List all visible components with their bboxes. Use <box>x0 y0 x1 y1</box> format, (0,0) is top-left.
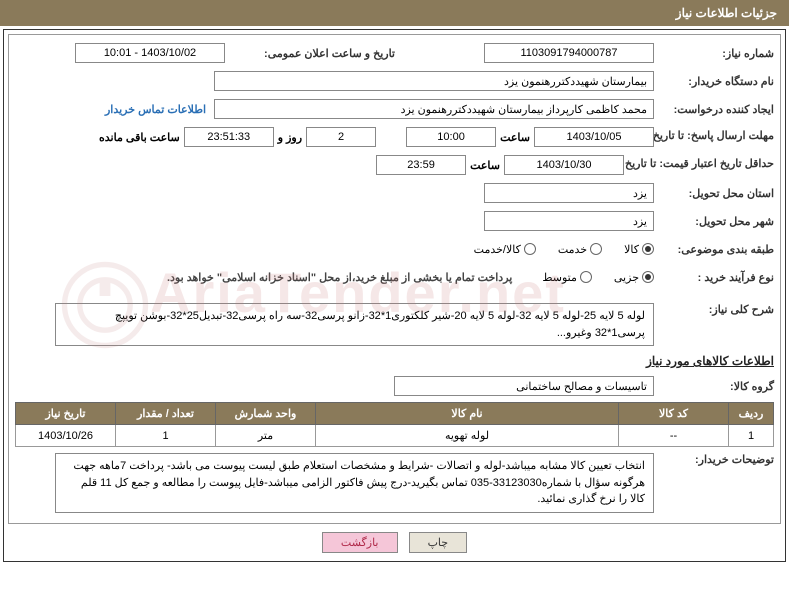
field-requester[interactable] <box>214 99 654 119</box>
radio-group-subject: کالا خدمت کالا/خدمت <box>456 243 654 256</box>
radio-label: متوسط <box>542 271 577 284</box>
field-delivery-province[interactable] <box>484 183 654 203</box>
process-note: پرداخت تمام یا بخشی از مبلغ خرید،از محل … <box>167 271 512 284</box>
label-announce: تاریخ و ساعت اعلان عمومی: <box>225 47 395 60</box>
label-hour-1: ساعت <box>496 131 534 144</box>
section-goods-info: اطلاعات کالاهای مورد نیاز <box>15 354 774 368</box>
col-qty: تعداد / مقدار <box>116 403 216 425</box>
radio-label: جزیی <box>614 271 639 284</box>
contact-buyer-link[interactable]: اطلاعات تماس خریدار <box>105 103 206 116</box>
field-general-desc[interactable]: لوله 5 لایه 25-لوله 5 لایه 32-لوله 5 لای… <box>55 303 654 346</box>
radio-dot-icon <box>642 271 654 283</box>
label-purchase-process: نوع فرآیند خرید : <box>654 271 774 284</box>
radio-dot-icon <box>524 243 536 255</box>
label-days-and: روز و <box>274 131 306 144</box>
field-announce[interactable] <box>75 43 225 63</box>
radio-dot-icon <box>590 243 602 255</box>
col-name: نام کالا <box>316 403 619 425</box>
row-general-desc: شرح کلی نیاز: لوله 5 لایه 25-لوله 5 لایه… <box>15 303 774 346</box>
row-delivery-city: شهر محل تحویل: <box>15 209 774 233</box>
cell-idx: 1 <box>729 425 774 447</box>
cell-code: -- <box>619 425 729 447</box>
col-unit: واحد شمارش <box>216 403 316 425</box>
field-delivery-city[interactable] <box>484 211 654 231</box>
cell-qty: 1 <box>116 425 216 447</box>
field-buyer-org[interactable] <box>214 71 654 91</box>
row-goods-group: گروه کالا: <box>15 374 774 398</box>
goods-table: ردیف کد کالا نام کالا واحد شمارش تعداد /… <box>15 402 774 447</box>
field-countdown[interactable] <box>184 127 274 147</box>
radio-subject-both[interactable]: کالا/خدمت <box>474 243 536 256</box>
outer-container: شماره نیاز: تاریخ و ساعت اعلان عمومی: نا… <box>3 29 786 562</box>
row-price-validity: حداقل تاریخ اعتبار قیمت: تا تاریخ: ساعت <box>15 153 774 177</box>
radio-subject-goods[interactable]: کالا <box>624 243 654 256</box>
label-buyer-notes: توضیحات خریدار: <box>654 453 774 466</box>
radio-process-medium[interactable]: متوسط <box>542 271 592 284</box>
table-header-row: ردیف کد کالا نام کالا واحد شمارش تعداد /… <box>16 403 774 425</box>
field-response-date[interactable] <box>534 127 654 147</box>
label-subject-class: طبقه بندی موضوعی: <box>654 243 774 256</box>
cell-unit: متر <box>216 425 316 447</box>
row-requester: ایجاد کننده درخواست: اطلاعات تماس خریدار <box>15 97 774 121</box>
print-button[interactable]: چاپ <box>409 532 468 553</box>
row-buyer-org: نام دستگاه خریدار: <box>15 69 774 93</box>
radio-label: کالا <box>624 243 639 256</box>
row-purchase-process: نوع فرآیند خرید : جزیی متوسط پرداخت تمام… <box>15 265 774 289</box>
radio-label: کالا/خدمت <box>474 243 521 256</box>
row-buyer-notes: توضیحات خریدار: انتخاب تعیین کالا مشابه … <box>15 453 774 513</box>
page-title: جزئیات اطلاعات نیاز <box>676 6 777 20</box>
label-requester: ایجاد کننده درخواست: <box>654 103 774 116</box>
field-price-validity-date[interactable] <box>504 155 624 175</box>
label-need-number: شماره نیاز: <box>654 47 774 60</box>
back-button[interactable]: بازگشت <box>322 532 398 553</box>
field-price-validity-time[interactable] <box>376 155 466 175</box>
label-goods-group: گروه کالا: <box>654 380 774 393</box>
label-buyer-org: نام دستگاه خریدار: <box>654 75 774 88</box>
field-buyer-notes[interactable]: انتخاب تعیین کالا مشابه میباشد-لوله و ات… <box>55 453 654 513</box>
label-general-desc: شرح کلی نیاز: <box>654 303 774 316</box>
label-response-deadline: مهلت ارسال پاسخ: تا تاریخ: <box>654 130 774 143</box>
row-delivery-province: استان محل تحویل: <box>15 181 774 205</box>
cell-name: لوله تهویه <box>316 425 619 447</box>
radio-subject-service[interactable]: خدمت <box>558 243 602 256</box>
page-header: جزئیات اطلاعات نیاز <box>0 0 789 26</box>
radio-process-minor[interactable]: جزیی <box>614 271 654 284</box>
radio-dot-icon <box>580 271 592 283</box>
col-date: تاریخ نیاز <box>16 403 116 425</box>
table-row[interactable]: 1 -- لوله تهویه متر 1 1403/10/26 <box>16 425 774 447</box>
label-delivery-province: استان محل تحویل: <box>654 187 774 200</box>
label-delivery-city: شهر محل تحویل: <box>654 215 774 228</box>
label-hours-remaining: ساعت باقی مانده <box>95 131 184 144</box>
row-need-number: شماره نیاز: تاریخ و ساعت اعلان عمومی: <box>15 41 774 65</box>
field-response-time[interactable] <box>406 127 496 147</box>
label-price-validity: حداقل تاریخ اعتبار قیمت: تا تاریخ: <box>624 158 774 171</box>
col-code: کد کالا <box>619 403 729 425</box>
radio-dot-icon <box>642 243 654 255</box>
footer-buttons: چاپ بازگشت <box>8 524 781 557</box>
main-panel: شماره نیاز: تاریخ و ساعت اعلان عمومی: نا… <box>8 34 781 524</box>
field-need-number[interactable] <box>484 43 654 63</box>
row-subject-class: طبقه بندی موضوعی: کالا خدمت کالا/خدمت <box>15 237 774 261</box>
radio-group-process: جزیی متوسط <box>524 271 654 284</box>
radio-label: خدمت <box>558 243 587 256</box>
field-goods-group[interactable] <box>394 376 654 396</box>
row-response-deadline: مهلت ارسال پاسخ: تا تاریخ: ساعت روز و سا… <box>15 125 774 149</box>
col-idx: ردیف <box>729 403 774 425</box>
cell-date: 1403/10/26 <box>16 425 116 447</box>
label-hour-2: ساعت <box>466 159 504 172</box>
field-days-remaining[interactable] <box>306 127 376 147</box>
